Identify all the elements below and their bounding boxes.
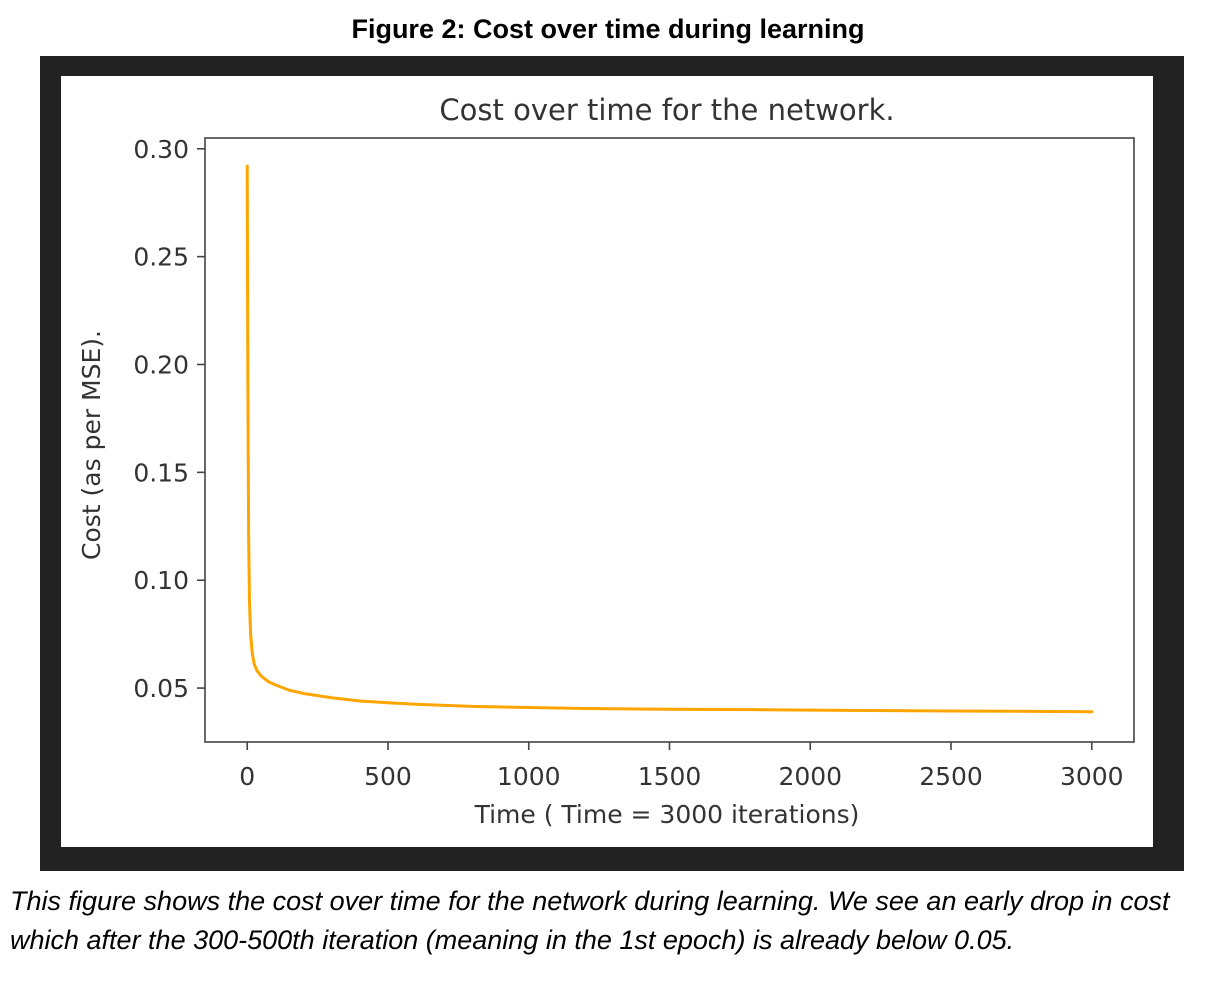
cost-series-line (245, 164, 1094, 714)
x-axis-label: Time ( Time = 3000 iterations) (474, 800, 860, 829)
x-axis-ticks: 0 500 1000 1500 2000 2500 3000 (239, 742, 1124, 791)
x-tick-label: 3000 (1060, 762, 1124, 791)
x-tick-label: 1000 (497, 762, 561, 791)
chart-title: Cost over time for the network. (439, 93, 894, 127)
y-tick-label: 0.15 (133, 458, 189, 487)
figure-heading: Figure 2: Cost over time during learning (351, 14, 865, 44)
plot-area-border (204, 137, 1135, 743)
y-tick-label: 0.20 (133, 351, 189, 380)
y-axis-label: Cost (as per MSE). (77, 330, 106, 560)
y-tick-label: 0.30 (133, 135, 189, 164)
x-tick-label: 500 (364, 762, 412, 791)
figure-description: This figure shows the cost over time for… (10, 886, 1170, 955)
x-tick-label: 2000 (778, 762, 842, 791)
plot-panel (61, 76, 1153, 847)
y-tick-label: 0.10 (133, 566, 189, 595)
y-tick-label: 0.25 (133, 243, 189, 272)
y-axis-ticks: 0.05 0.10 0.15 0.20 0.25 0.30 (133, 135, 205, 703)
x-tick-label: 1500 (638, 762, 702, 791)
y-tick-label: 0.05 (133, 674, 189, 703)
x-tick-label: 0 (239, 762, 255, 791)
cost-chart: Cost over time for the network. 0.05 0.10… (77, 93, 1135, 829)
x-tick-label: 2500 (919, 762, 983, 791)
